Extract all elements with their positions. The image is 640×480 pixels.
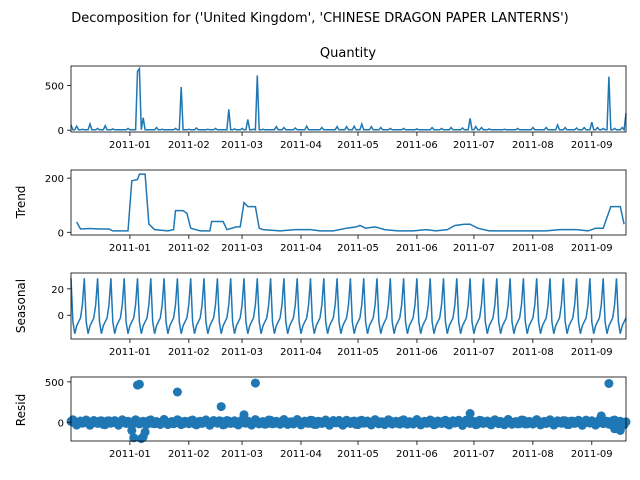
resid-ytick-label: 0 [58,418,64,429]
seasonal-xtick-label: 2011-09 [571,347,613,358]
quantity-xtick-label: 2011-06 [396,140,438,151]
resid-outlier-point [216,402,226,412]
ylabel-trend: Trend [14,186,28,220]
resid-xtick-label: 2011-04 [280,449,322,460]
quantity-xtick-label: 2011-09 [571,140,613,151]
resid-xtick-label: 2011-08 [512,449,554,460]
resid-xtick-label: 2011-07 [453,449,495,460]
seasonal-xtick-label: 2011-02 [168,347,210,358]
seasonal-series-line [70,278,627,334]
trend-xtick-label: 2011-06 [396,243,438,254]
seasonal-ytick-label: 0 [58,311,64,322]
quantity-xtick-label: 2011-08 [512,140,554,151]
seasonal-xtick-label: 2011-04 [280,347,322,358]
trend-ytick-label: 0 [58,228,64,239]
ylabel-resid: Resid [14,394,28,426]
resid-outlier-point [465,409,475,418]
panel-seasonal: Seasonal 0 20 2011-01 2011-02 2011-03 2011-04… [14,272,627,358]
resid-xtick-label: 2011-06 [396,449,438,460]
resid-outlier-point [140,427,150,437]
resid-outlier-point [172,387,182,397]
quantity-ytick-label: 0 [58,126,64,137]
trend-axes-frame [70,169,627,236]
quantity-xtick-label: 2011-03 [221,140,263,151]
seasonal-xtick-label: 2011-05 [337,347,379,358]
trend-xtick-label: 2011-05 [337,243,379,254]
quantity-xtick-label: 2011-07 [453,140,495,151]
resid-xtick-label: 2011-05 [337,449,379,460]
resid-outlier-point [239,410,249,420]
resid-outlier-point [129,433,139,443]
seasonal-xtick-label: 2011-06 [396,347,438,358]
panel-trend: Trend 0 200 2011-01 2011-02 2011-03 2011-04 20… [14,169,627,254]
figure-suptitle: Decomposition for ('United Kingdom', 'CH… [71,11,568,26]
trend-xtick-label: 2011-01 [109,243,151,254]
resid-xtick-label: 2011-03 [221,449,263,460]
resid-xtick-label: 2011-01 [109,449,151,460]
trend-ytick-label: 200 [45,174,64,185]
trend-xtick-label: 2011-02 [168,243,210,254]
trend-xtick-label: 2011-08 [512,243,554,254]
quantity-axes-frame [70,65,627,133]
resid-outlier-point [604,379,614,388]
quantity-xtick-label: 2011-05 [337,140,379,151]
panel-title-quantity: Quantity [320,46,376,61]
seasonal-xtick-label: 2011-08 [512,347,554,358]
seasonal-xtick-label: 2011-07 [453,347,495,358]
resid-outlier-point [127,426,137,435]
quantity-xtick-label: 2011-04 [280,140,322,151]
quantity-series-line [70,66,627,132]
resid-outlier-point [615,426,625,435]
quantity-xtick-label: 2011-01 [109,140,151,151]
seasonal-xtick-label: 2011-03 [221,347,263,358]
trend-series-line [76,173,625,232]
panel-resid: Resid 0 500 2011-01 2011-02 2011-03 2011-04 20… [14,376,631,460]
quantity-xtick-label: 2011-02 [168,140,210,151]
quantity-ytick-label: 500 [45,82,64,93]
resid-outlier-point [596,411,606,421]
seasonal-ytick-label: 20 [51,285,64,296]
trend-xtick-label: 2011-04 [280,243,322,254]
resid-ytick-label: 500 [45,378,64,389]
resid-axes-frame [70,376,627,442]
ylabel-seasonal: Seasonal [14,279,28,333]
panel-quantity: Quantity 0 500 2011-01 2011-02 2011-03 2011-0… [45,46,627,151]
trend-xtick-label: 2011-03 [221,243,263,254]
trend-xtick-label: 2011-09 [571,243,613,254]
resid-xtick-label: 2011-02 [168,449,210,460]
resid-outlier-point [134,379,144,389]
resid-outlier-point [250,378,260,388]
seasonal-axes-frame [70,272,627,340]
seasonal-xtick-label: 2011-01 [109,347,151,358]
resid-xtick-label: 2011-09 [571,449,613,460]
trend-xtick-label: 2011-07 [453,243,495,254]
